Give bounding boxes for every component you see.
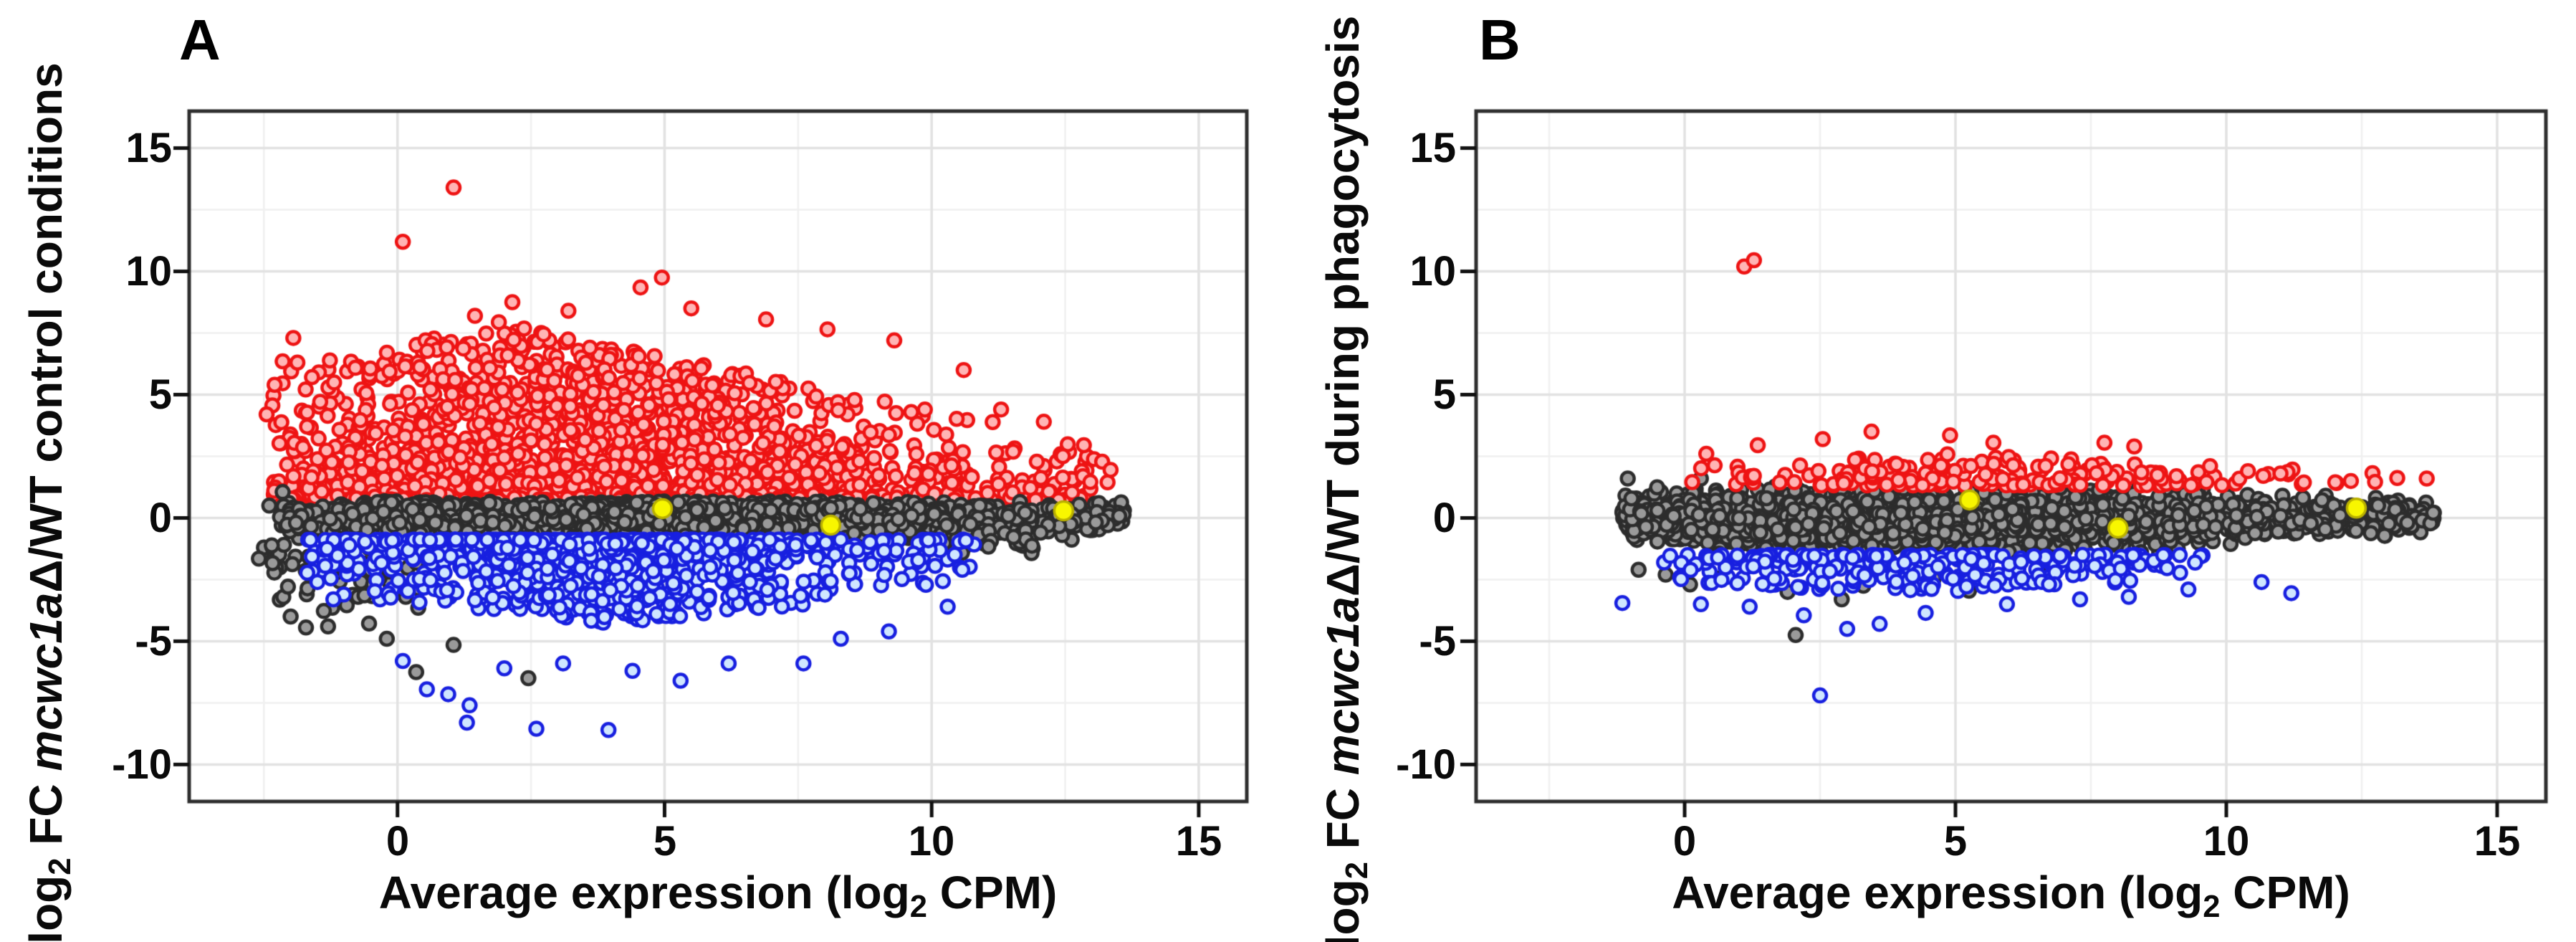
y-tick-label: -10 bbox=[112, 741, 172, 788]
x-tick-label: 15 bbox=[1175, 818, 1222, 865]
y-axis-label-b: log2 FC mcwc1aΔ/WT during phagocytosis bbox=[1317, 15, 1375, 942]
y-tick-label: 0 bbox=[148, 495, 172, 541]
panel-b-label: B bbox=[1479, 8, 1521, 72]
y-tick-label: 0 bbox=[1432, 495, 1456, 541]
y-tick-label: -5 bbox=[1419, 618, 1456, 665]
x-tick-label: 5 bbox=[1943, 818, 1968, 865]
y-tick-label: 15 bbox=[125, 125, 172, 171]
x-tick-label: 0 bbox=[386, 818, 410, 865]
y-tick-label: 5 bbox=[148, 371, 172, 418]
y-tick-label: 5 bbox=[1432, 371, 1456, 418]
x-tick-label: 15 bbox=[2474, 818, 2521, 865]
x-tick-label: 5 bbox=[653, 818, 677, 865]
y-axis-label-a: log2 FC mcwc1aΔ/WT control conditions bbox=[20, 62, 78, 942]
x-axis-label-b: Average expression (log2 CPM) bbox=[1672, 867, 2350, 925]
x-tick-label: 10 bbox=[908, 818, 955, 865]
x-tick-label: 10 bbox=[2203, 818, 2250, 865]
panel-a-label: A bbox=[179, 8, 221, 72]
x-tick-label: 0 bbox=[1672, 818, 1697, 865]
y-tick-label: -5 bbox=[135, 618, 172, 665]
y-tick-label: -10 bbox=[1396, 741, 1456, 788]
y-tick-label: 15 bbox=[1409, 125, 1456, 171]
y-tick-label: 10 bbox=[1409, 248, 1456, 295]
x-axis-label-a: Average expression (log2 CPM) bbox=[378, 867, 1058, 925]
y-tick-label: 10 bbox=[125, 248, 172, 295]
